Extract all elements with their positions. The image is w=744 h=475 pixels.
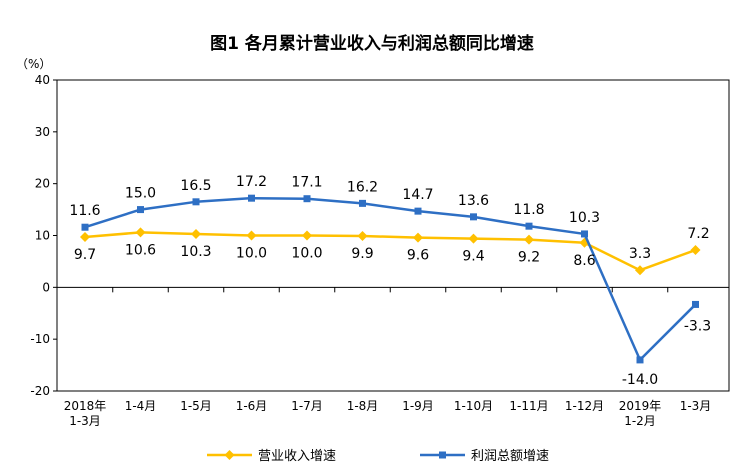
- data-point: [359, 199, 366, 207]
- data-label: 3.3: [629, 246, 651, 262]
- data-point: [81, 223, 89, 231]
- x-tick-label: 1-8月: [347, 399, 379, 413]
- data-point: [524, 234, 534, 245]
- data-label: 11.8: [513, 202, 544, 218]
- data-label: 17.1: [291, 175, 322, 191]
- data-point: [581, 230, 588, 238]
- data-point: [690, 245, 701, 256]
- data-label: 17.2: [236, 174, 267, 190]
- data-label: 16.2: [347, 179, 378, 195]
- x-tick-label: 1-9月: [402, 399, 434, 413]
- data-label: 9.7: [74, 247, 96, 263]
- x-tick-label: 1-11月: [509, 399, 548, 413]
- data-point: [191, 228, 201, 239]
- y-tick-label: 30: [35, 125, 50, 139]
- data-point: [636, 356, 644, 364]
- data-label: 7.2: [687, 226, 709, 242]
- data-label: 9.9: [351, 246, 373, 262]
- data-point: [246, 230, 257, 241]
- data-label: 9.6: [407, 248, 429, 264]
- data-point: [302, 230, 312, 241]
- x-tick-label: 1-5月: [180, 399, 212, 413]
- data-label: -3.3: [684, 318, 711, 334]
- data-point: [470, 213, 477, 221]
- plot-area: [56, 79, 730, 392]
- data-labels: 9.7 11.6 10.6 15.0 10.3 16.5 10.0 17.2 10.0 17.1 9…: [69, 174, 711, 388]
- legend-label: 营业收入增速: [258, 449, 336, 464]
- data-label: -14.0: [622, 372, 658, 388]
- legend: 营业收入增速 利润总额增速: [207, 449, 549, 464]
- data-label: 9.4: [462, 249, 484, 265]
- data-point: [635, 265, 645, 276]
- data-label: 11.6: [69, 203, 100, 219]
- data-label: 10.6: [125, 242, 156, 258]
- data-point: [357, 231, 368, 242]
- chart-title: 图1 各月累计营业收入与利润总额同比增速: [210, 33, 534, 54]
- legend-label: 利润总额增速: [471, 449, 549, 464]
- legend-marker: [224, 450, 235, 460]
- data-point: [525, 222, 533, 230]
- data-label: 8.6: [573, 253, 595, 269]
- x-tick-label: 1-10月: [454, 399, 493, 413]
- data-point: [80, 232, 90, 243]
- data-label: 9.2: [518, 250, 540, 266]
- data-point: [413, 232, 423, 243]
- data-label: 10.3: [180, 244, 211, 260]
- y-tick-label: 20: [35, 177, 50, 191]
- y-tick-label: 10: [35, 229, 50, 243]
- y-axis-unit: （%）: [16, 57, 51, 71]
- data-point: [135, 227, 146, 238]
- data-point: [468, 233, 479, 244]
- y-tick-label: 40: [35, 73, 50, 87]
- x-tick-label: 1-6月: [236, 399, 268, 413]
- series-line-2: [84, 196, 697, 362]
- data-point: [692, 300, 699, 308]
- y-tick-label: 0: [42, 280, 50, 294]
- data-point: [192, 198, 200, 206]
- data-point: [303, 195, 311, 203]
- data-point: [414, 207, 422, 215]
- y-tick-label: -20: [30, 384, 50, 398]
- data-point: [137, 206, 144, 214]
- data-label: 10.0: [236, 246, 267, 262]
- series-line-1: [84, 231, 696, 272]
- x-tick-label: 2019年 1-2月: [619, 399, 662, 428]
- data-label: 14.7: [402, 187, 433, 203]
- y-tick-label: -10: [30, 332, 50, 346]
- data-label: 15.0: [125, 186, 156, 202]
- data-point: [248, 194, 255, 202]
- x-tick-label: 1-7月: [291, 399, 323, 413]
- legend-marker: [439, 451, 446, 459]
- data-label: 10.3: [569, 210, 600, 226]
- x-axis: 2018年 1-3月 1-4月 1-5月 1-6月 1-7月 1-8月 1-9月 1-10月 1-…: [56, 286, 730, 428]
- y-axis: -20 -10 0 10 20 30 40: [30, 73, 57, 398]
- x-tick-label: 2018年 1-3月: [64, 399, 107, 428]
- data-label: 10.0: [291, 246, 322, 262]
- x-tick-label: 1-3月: [680, 399, 712, 413]
- x-tick-label: 1-12月: [565, 399, 604, 413]
- series-layer: [80, 194, 701, 364]
- x-tick-label: 1-4月: [125, 399, 157, 413]
- data-label: 16.5: [180, 178, 211, 194]
- data-label: 13.6: [458, 193, 489, 209]
